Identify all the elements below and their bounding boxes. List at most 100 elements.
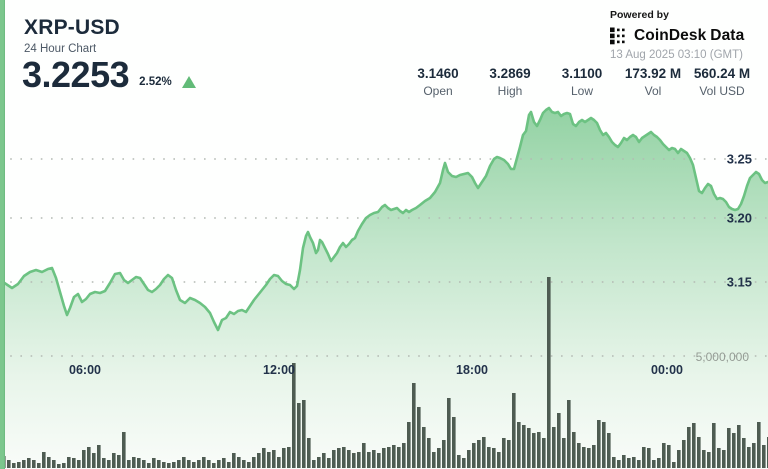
volume-bar (627, 458, 631, 468)
volume-bar (582, 447, 586, 468)
volume-bar (762, 445, 766, 468)
volume-bar (592, 445, 596, 468)
volume-bar (147, 463, 151, 468)
volume-bar (647, 448, 651, 468)
asset-symbol: XRP-USD (24, 16, 120, 39)
volume-bar (342, 447, 346, 468)
volume-bar (427, 438, 431, 468)
time-axis-tick: 00:00 (651, 363, 683, 377)
volume-bar (387, 447, 391, 468)
volume-bar (97, 445, 101, 468)
volume-bar (497, 452, 501, 468)
volume-bar (297, 403, 301, 468)
volume-bar (237, 457, 241, 468)
volume-bar (267, 452, 271, 468)
volume-bar (177, 460, 181, 468)
volume-bar (347, 450, 351, 468)
volume-bar (252, 457, 256, 468)
time-axis-tick: 18:00 (456, 363, 488, 377)
volume-bar (737, 425, 741, 468)
volume-bar (27, 458, 31, 468)
volume-bar (117, 455, 121, 468)
volume-bar (597, 420, 601, 468)
volume-bar (322, 453, 326, 468)
volume-bar (312, 460, 316, 468)
volume-bar (447, 398, 451, 468)
volume-bar (302, 400, 306, 468)
volume-bar (157, 460, 161, 468)
change-percent: 2.52% (139, 75, 172, 88)
volume-bar (202, 457, 206, 468)
price-line (0, 106, 768, 332)
volume-bar (292, 363, 296, 468)
volume-bar (167, 463, 171, 468)
volume-bar (277, 457, 281, 468)
volume-bar (697, 437, 701, 468)
stats-row: 3.1460 Open 3.2869 High 3.1100 Low 173.92 M Vol… (0, 66, 768, 100)
volume-bar (687, 427, 691, 468)
volume-bar (362, 443, 366, 468)
volume-bar (287, 447, 291, 468)
data-timestamp: 13 Aug 2025 03:10 (GMT) (610, 49, 743, 61)
volume-bar (282, 448, 286, 468)
volume-bar (12, 463, 16, 468)
stat-value: 560.24 M (693, 66, 751, 81)
volume-bar (222, 458, 226, 468)
volume-bar (42, 452, 46, 468)
coindesk-brand[interactable]: CoinDesk Data (610, 27, 744, 45)
volume-bar (142, 460, 146, 468)
chart-timeframe-label: 24 Hour Chart (24, 43, 97, 55)
volume-bar (552, 427, 556, 468)
volume-bar (407, 422, 411, 468)
price-area-fill (0, 108, 768, 469)
volume-bar (112, 453, 116, 468)
coindesk-brand-name: CoinDesk Data (634, 27, 744, 45)
volume-bar (632, 457, 636, 468)
volume-bar (357, 452, 361, 468)
volume-bar (657, 458, 661, 468)
stat-high: 3.2869 High (489, 66, 530, 98)
volume-bar (587, 448, 591, 468)
volume-bar (107, 460, 111, 468)
volume-bar (307, 438, 311, 468)
volume-bar (52, 460, 56, 468)
volume-bar (87, 447, 91, 468)
volume-bar (207, 460, 211, 468)
volume-bar (337, 448, 341, 468)
stat-label: Vol USD (699, 84, 745, 98)
volume-bar (192, 462, 196, 468)
volume-bar (522, 425, 526, 468)
volume-bar (242, 460, 246, 468)
volume-bar (47, 457, 51, 468)
volume-bar (567, 400, 571, 468)
volume-bar (62, 463, 66, 468)
volume-bar (402, 443, 406, 468)
stat-open: 3.1460 Open (417, 66, 458, 98)
coindesk-logo-icon (610, 27, 625, 45)
stat-label: Low (570, 84, 594, 98)
volume-bar (672, 462, 676, 468)
volume-bar (607, 433, 611, 468)
volume-bar (17, 462, 21, 468)
volume-bar (727, 428, 731, 468)
volume-bar (412, 383, 416, 468)
volume-bar (617, 460, 621, 468)
volume-bar (757, 422, 761, 468)
volume-axis-tick: 5,000,000 (695, 350, 749, 364)
volume-bar (472, 443, 476, 468)
volume-bar (637, 460, 641, 468)
volume-bar (22, 460, 26, 468)
volume-bar (547, 277, 551, 468)
volume-bar (532, 433, 536, 468)
volume-bar (677, 450, 681, 468)
stat-vol-usd: 560.24 M Vol USD (694, 66, 750, 98)
volume-bar (467, 450, 471, 468)
volume-bar (502, 438, 506, 468)
price-up-triangle-icon (181, 75, 196, 88)
volume-bar (422, 427, 426, 468)
volume-bar (622, 455, 626, 468)
volume-bar (707, 452, 711, 468)
volume-bar (152, 458, 156, 468)
